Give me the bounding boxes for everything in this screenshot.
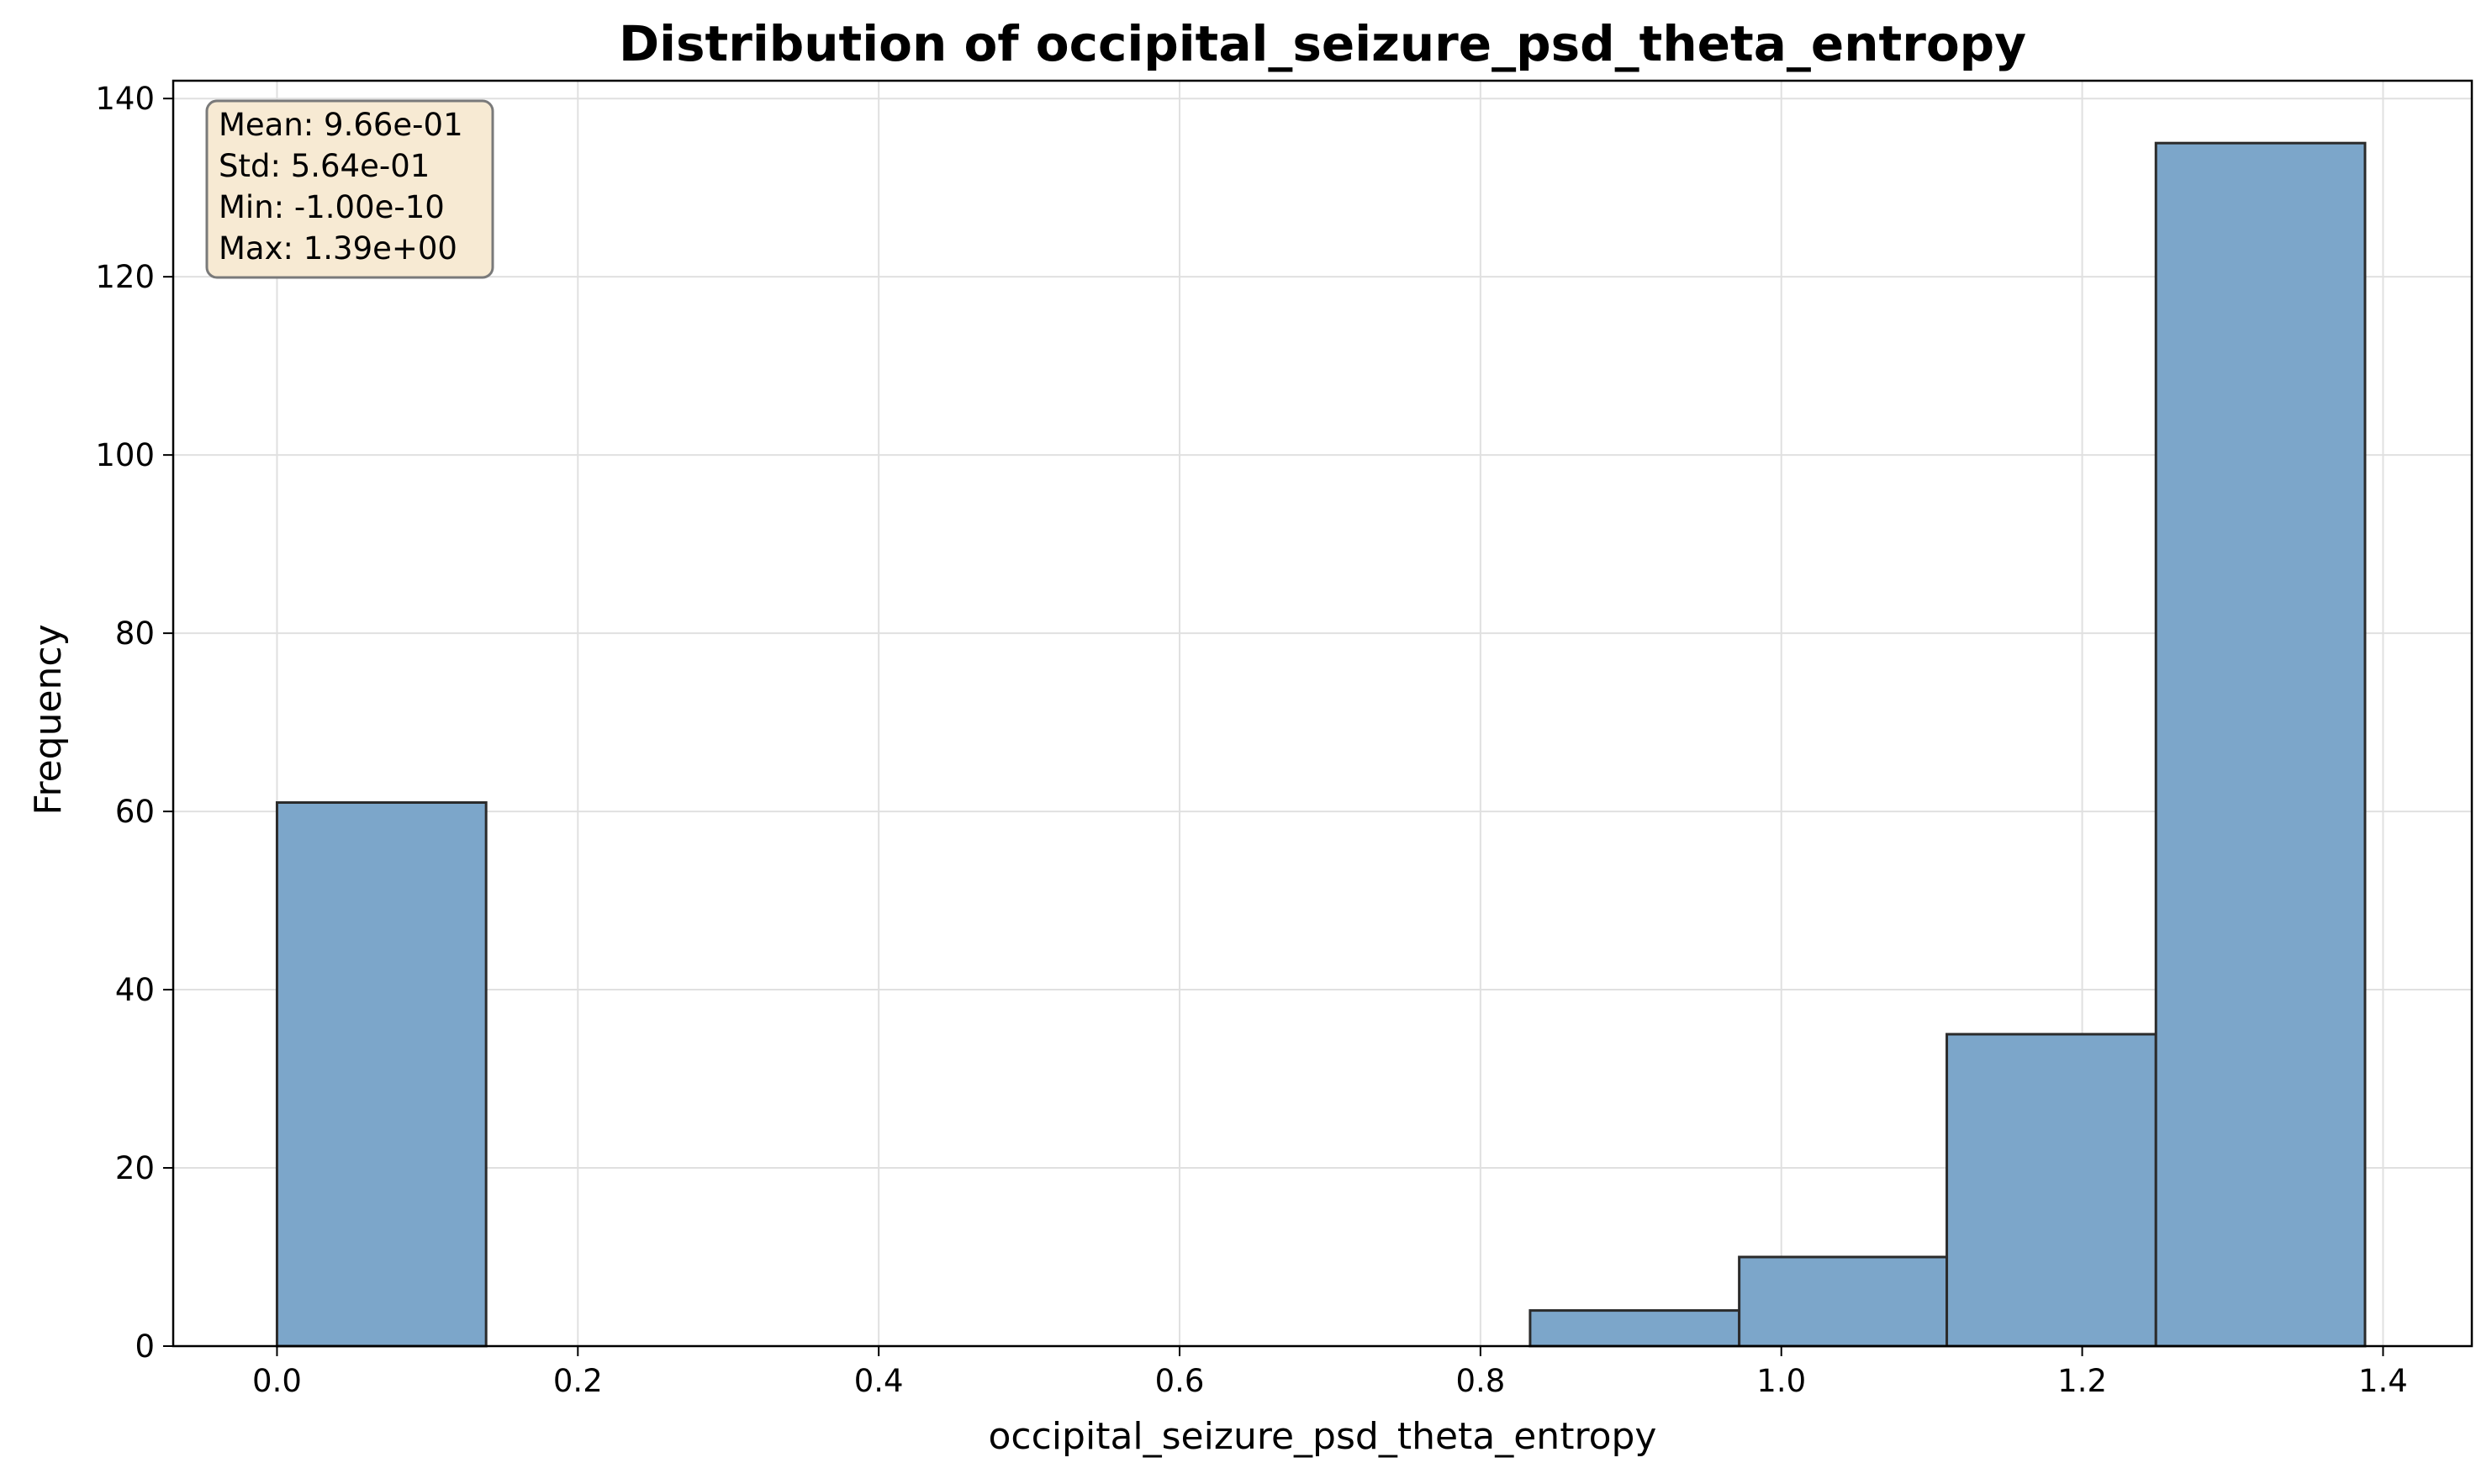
stat-std: Std: 5.64e-01 (219, 148, 430, 184)
plot-frame (172, 79, 2474, 1348)
x-tick-label: 0.6 (1155, 1363, 1205, 1399)
x-tick-label: 0.4 (854, 1363, 904, 1399)
y-axis-label: Frequency (27, 624, 70, 815)
histogram-bar (275, 800, 488, 1348)
histogram-bar (2154, 141, 2367, 1348)
y-tick-label: 140 (95, 81, 155, 117)
stat-min: Min: -1.00e-10 (219, 189, 445, 225)
x-axis-label: occipital_seizure_psd_theta_entropy (989, 1415, 1657, 1458)
chart-title: Distribution of occipital_seizure_psd_th… (619, 15, 2026, 72)
x-tick-label: 0.2 (553, 1363, 603, 1399)
y-axis-ticks: 0 20 40 60 80 100 120 140 (95, 81, 173, 1365)
stat-mean: Mean: 9.66e-01 (219, 107, 463, 143)
y-tick-label: 100 (95, 437, 155, 473)
stats-box-background (205, 99, 494, 279)
y-tick-label: 60 (115, 794, 155, 830)
stats-box: Mean: 9.66e-01 Std: 5.64e-01 Min: -1.00e… (205, 99, 494, 279)
histogram-bar (1528, 1309, 1741, 1348)
x-tick-label: 1.4 (2358, 1363, 2408, 1399)
x-axis-ticks: 0.0 0.2 0.4 0.6 0.8 1.0 1.2 1.4 (252, 1346, 2408, 1399)
x-tick-label: 0.8 (1455, 1363, 1505, 1399)
histogram-bar (1946, 1032, 2157, 1348)
x-tick-label: 1.0 (1756, 1363, 1806, 1399)
y-tick-label: 80 (115, 615, 155, 652)
y-tick-label: 40 (115, 972, 155, 1008)
y-tick-label: 120 (95, 259, 155, 295)
histogram-bar (1738, 1255, 1949, 1348)
y-tick-label: 20 (115, 1150, 155, 1186)
y-tick-label: 0 (135, 1328, 155, 1365)
x-tick-label: 1.2 (2057, 1363, 2107, 1399)
histogram-bars (275, 141, 2367, 1348)
stat-max: Max: 1.39e+00 (219, 230, 457, 267)
x-tick-label: 0.0 (252, 1363, 302, 1399)
